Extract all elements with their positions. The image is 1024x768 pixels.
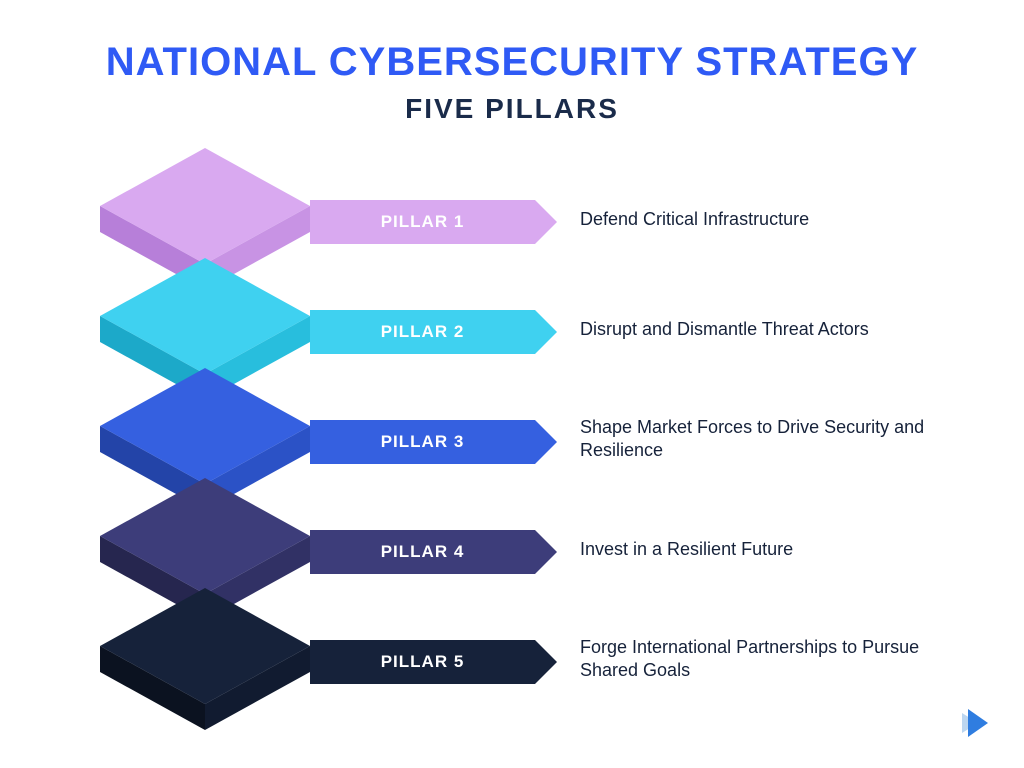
pillar-tile bbox=[100, 583, 330, 740]
infographic-container: NATIONAL CYBERSECURITY STRATEGY FIVE PIL… bbox=[0, 0, 1024, 703]
subtitle: FIVE PILLARS bbox=[60, 93, 964, 125]
pillar-label-arrow: PILLAR 2 bbox=[310, 310, 535, 354]
pillar-description: Disrupt and Dismantle Threat Actors bbox=[580, 318, 980, 341]
pillar-label: PILLAR 3 bbox=[381, 432, 465, 452]
pillar-row: PILLAR 4Invest in a Resilient Future bbox=[100, 483, 964, 593]
main-title: NATIONAL CYBERSECURITY STRATEGY bbox=[60, 40, 964, 85]
pillar-description: Invest in a Resilient Future bbox=[580, 538, 980, 561]
pillar-label-arrow: PILLAR 5 bbox=[310, 640, 535, 684]
pillars-stack: PILLAR 1Defend Critical Infrastructure P… bbox=[100, 153, 964, 703]
pillar-description: Defend Critical Infrastructure bbox=[580, 208, 980, 231]
pillar-label: PILLAR 4 bbox=[381, 542, 465, 562]
pillar-label-arrow: PILLAR 4 bbox=[310, 530, 535, 574]
pillar-row: PILLAR 2Disrupt and Dismantle Threat Act… bbox=[100, 263, 964, 373]
brand-logo-icon bbox=[958, 703, 994, 748]
pillar-label: PILLAR 1 bbox=[381, 212, 465, 232]
pillar-description: Forge International Partnerships to Purs… bbox=[580, 636, 980, 683]
pillar-row: PILLAR 1Defend Critical Infrastructure bbox=[100, 153, 964, 263]
pillar-label: PILLAR 2 bbox=[381, 322, 465, 342]
pillar-label: PILLAR 5 bbox=[381, 652, 465, 672]
pillar-label-arrow: PILLAR 1 bbox=[310, 200, 535, 244]
pillar-row: PILLAR 5Forge International Partnerships… bbox=[100, 593, 964, 703]
pillar-label-arrow: PILLAR 3 bbox=[310, 420, 535, 464]
pillar-description: Shape Market Forces to Drive Security an… bbox=[580, 416, 980, 463]
pillar-row: PILLAR 3Shape Market Forces to Drive Sec… bbox=[100, 373, 964, 483]
